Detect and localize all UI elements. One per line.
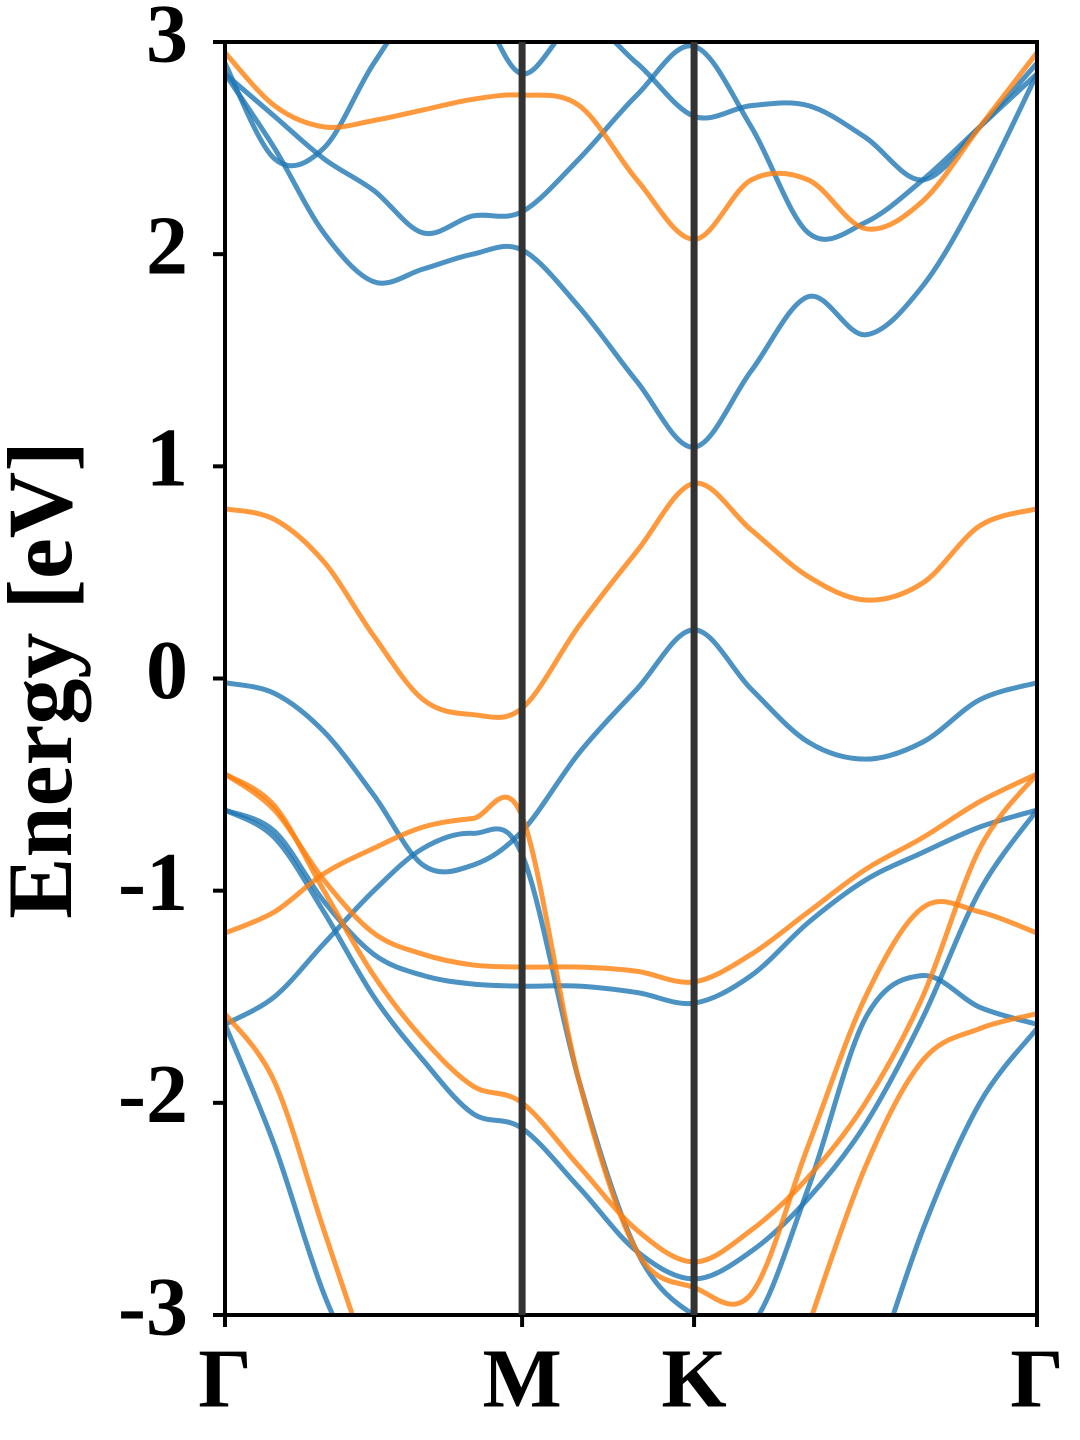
y-axis-label: Energy [eV] [0,441,91,919]
band-line [225,43,1037,242]
band-line [225,42,1037,183]
band-line [225,1011,1037,1315]
y-tick-label: 2 [146,199,188,292]
band-line [225,794,1037,1307]
x-tick-label: Γ [1010,1332,1063,1425]
band-line [225,627,1037,875]
y-tick-label: 1 [146,412,188,505]
bands [225,42,1037,1315]
x-tick-label: Γ [198,1332,251,1425]
y-tick-label: -1 [118,836,188,929]
x-tick-label: K [661,1332,726,1425]
y-tick-label: -2 [118,1048,188,1141]
band-line [225,807,1037,1282]
band-line [225,50,1037,242]
band-line [225,771,1037,985]
y-tick-label: -3 [118,1260,188,1353]
x-tick-label: M [482,1332,561,1425]
band-line [225,72,1037,450]
y-tick-label: 3 [146,0,188,80]
band-line [225,1023,1037,1315]
plot-frame [223,40,1039,1317]
band-line [225,480,1037,720]
y-tick-label: 0 [146,624,188,717]
band-line [225,771,1037,1265]
